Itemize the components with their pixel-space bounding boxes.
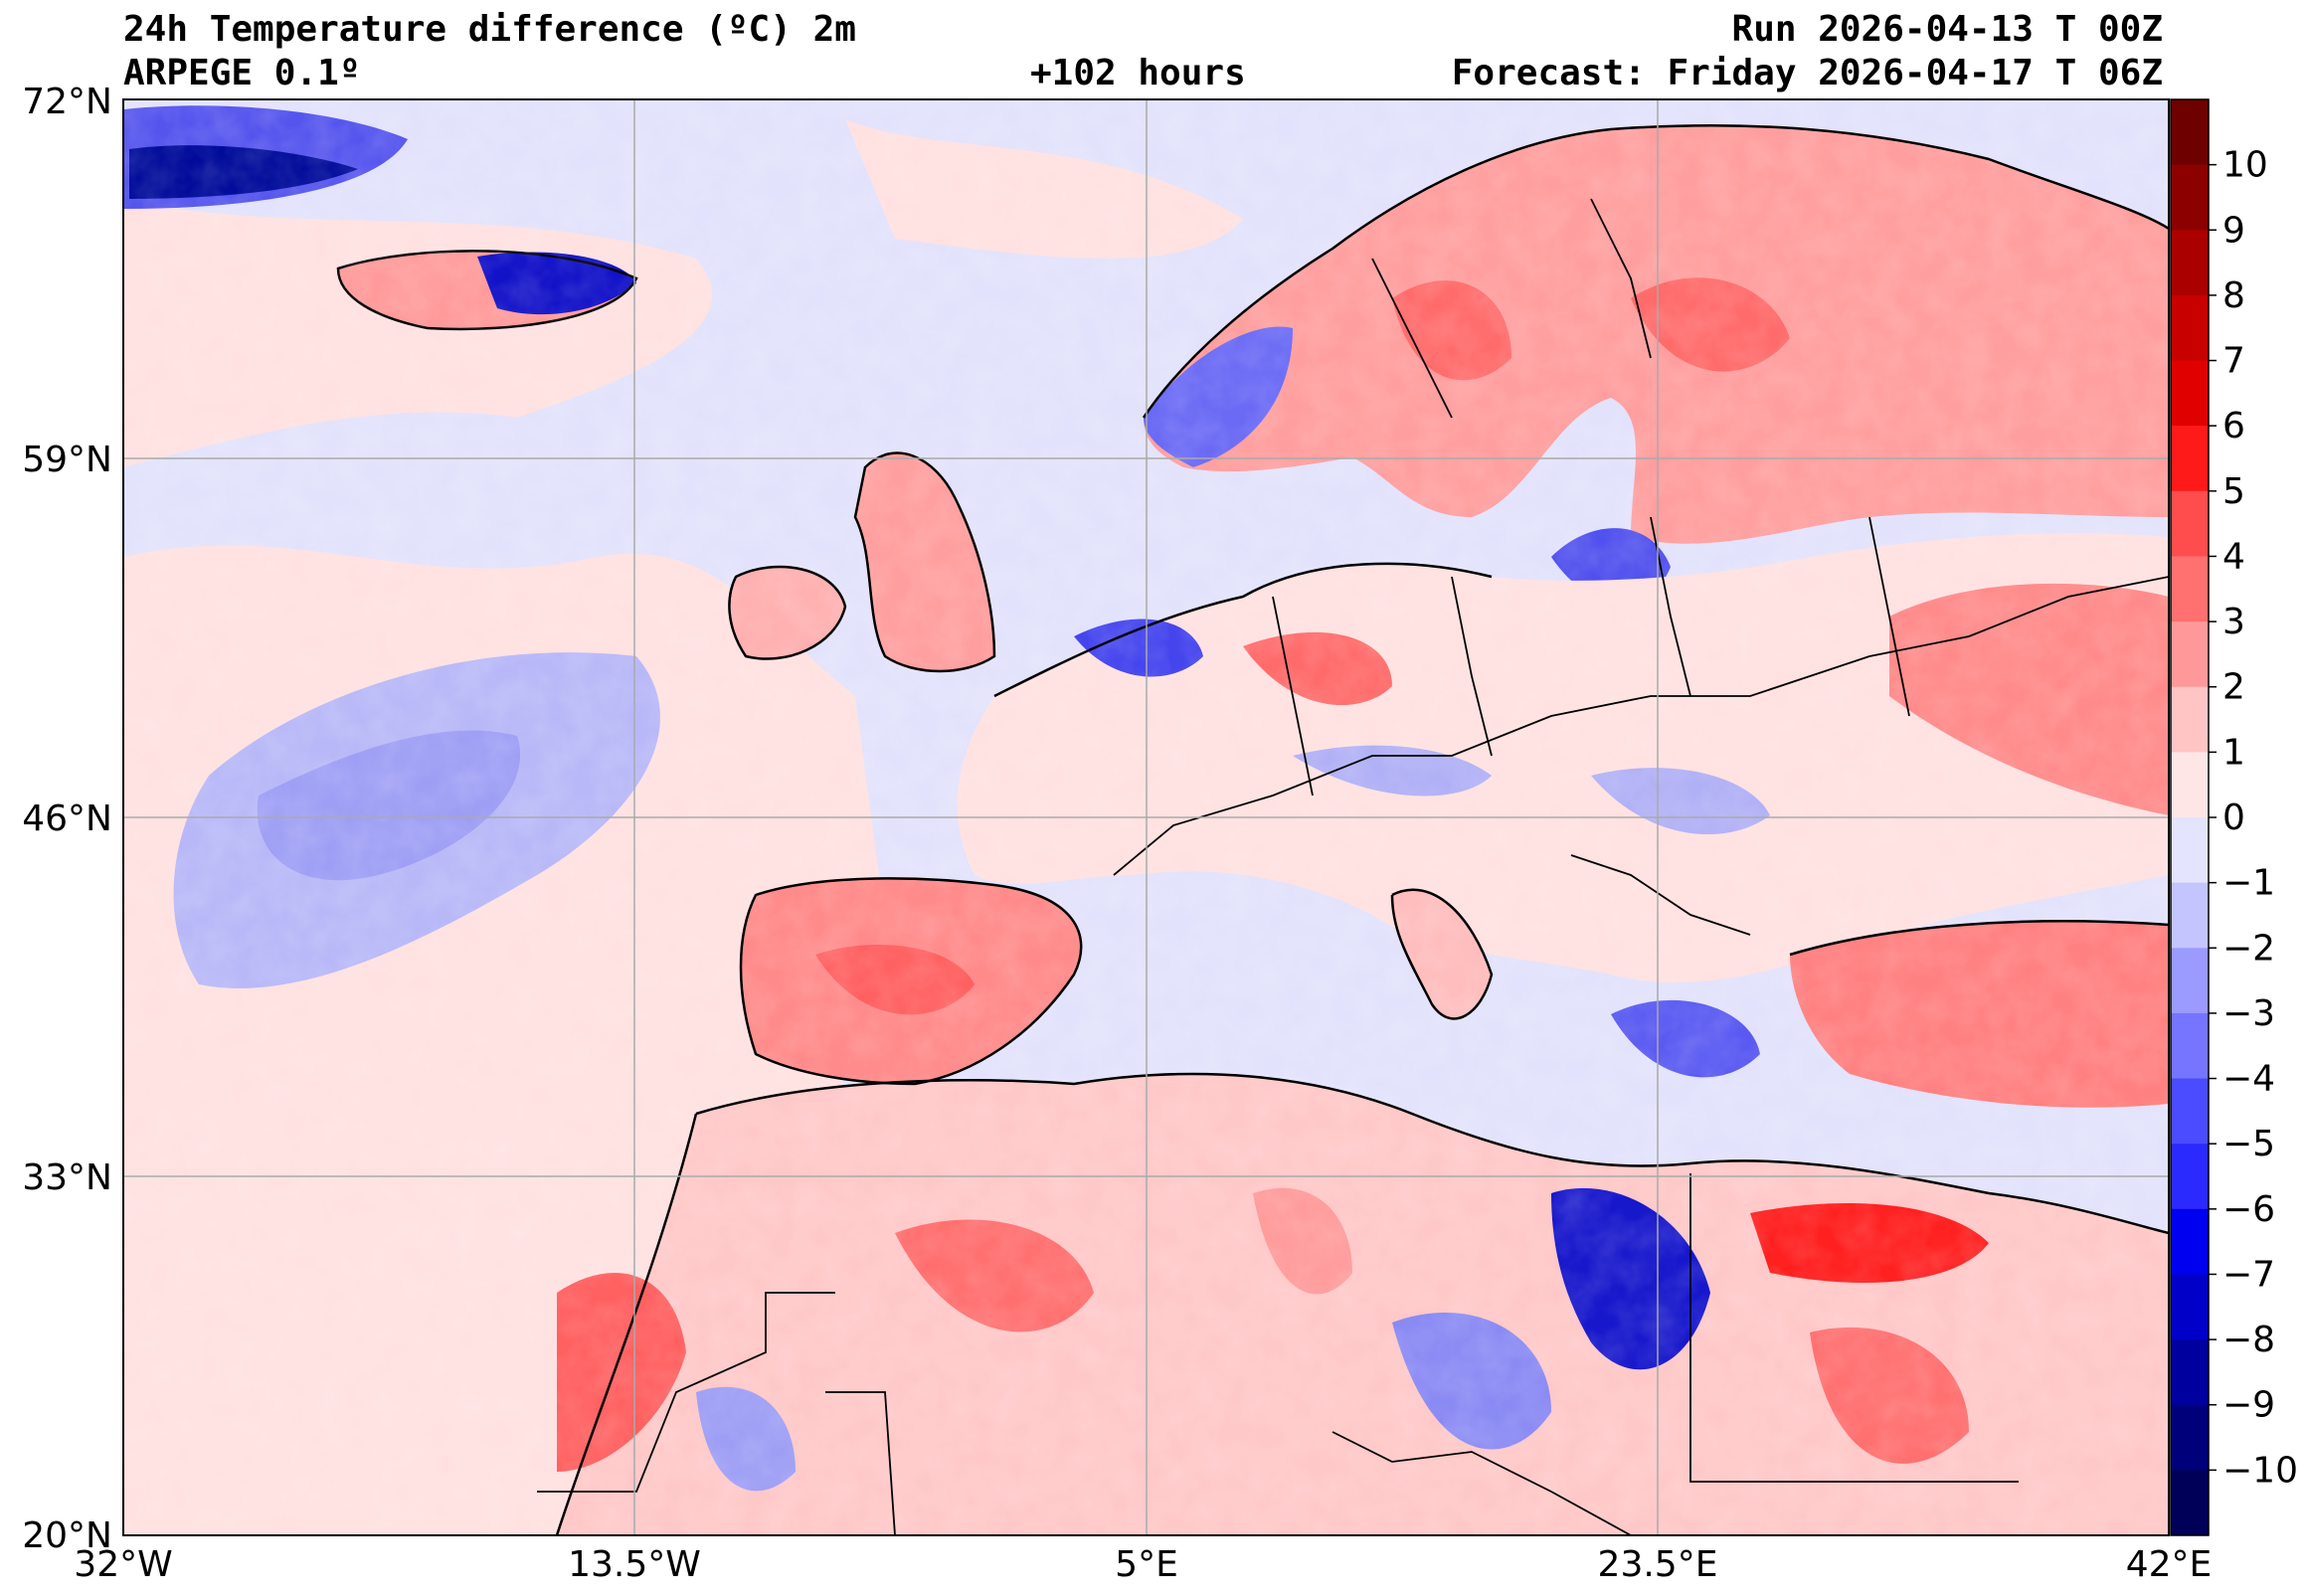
colorbar-segment xyxy=(2171,426,2209,492)
colorbar-segment xyxy=(2171,1274,2209,1340)
colorbar-segment xyxy=(2171,1012,2209,1080)
lat-label-20n: 20°N xyxy=(22,1515,112,1556)
colorbar-tick-label: 8 xyxy=(2222,275,2245,316)
border-mauritania-mali xyxy=(825,1391,896,1535)
colorbar-tick-label: 1 xyxy=(2222,732,2245,773)
colorbar-segment xyxy=(2171,621,2209,688)
border-western-sahara xyxy=(537,1292,835,1493)
colorbar-segment xyxy=(2171,1078,2209,1145)
colorbar-segment xyxy=(2171,882,2209,949)
colorbar-tick-label: 9 xyxy=(2222,210,2245,251)
run-time: Run 2026-04-13 T 00Z xyxy=(1731,9,2163,50)
map-frame xyxy=(122,98,2170,1536)
lead-time: +102 hours xyxy=(1030,53,1246,93)
colorbar-segment xyxy=(2171,1339,2209,1406)
lon-label-42e: 42°E xyxy=(2126,1544,2213,1585)
lat-label-59n: 59°N xyxy=(22,440,112,480)
lon-label-32w: 32°W xyxy=(74,1544,172,1585)
border-central-europe xyxy=(1113,576,2169,876)
colorbar-tick-label: 2 xyxy=(2222,667,2245,708)
borders xyxy=(537,198,2169,1535)
colorbar-tick-label: −6 xyxy=(2222,1189,2275,1230)
lon-label-23-5e: 23.5°E xyxy=(1598,1544,1718,1585)
colorbar-segment xyxy=(2171,948,2209,1014)
colorbar-tick-label: 5 xyxy=(2222,471,2245,512)
longitude-labels: 32°W 13.5°W 5°E 23.5°E 42°E xyxy=(74,1544,2212,1585)
colorbar-tick-label: −10 xyxy=(2222,1450,2298,1491)
colorbar-segment xyxy=(2171,164,2209,231)
map-area xyxy=(123,99,2169,1535)
britain-coast xyxy=(853,451,996,673)
border-sweden-finland xyxy=(1590,198,1652,359)
border-balkans xyxy=(1570,854,1751,936)
colorbar-tick-label: −7 xyxy=(2222,1254,2275,1295)
colorbar-tick-label: −2 xyxy=(2222,928,2275,969)
colorbar-tick-label: 6 xyxy=(2222,406,2245,446)
colorbar-segment xyxy=(2171,556,2209,622)
colorbar-segment xyxy=(2171,752,2209,818)
colorbar-segment xyxy=(2171,686,2209,753)
border-france-germany xyxy=(1272,596,1314,797)
lat-label-33n: 33°N xyxy=(22,1157,112,1198)
coastlines xyxy=(555,124,2169,1535)
italy-coast xyxy=(1390,888,1494,1020)
ireland-coast xyxy=(728,565,847,660)
black-sea-coast xyxy=(1789,920,2169,957)
colorbar-segment xyxy=(2171,230,2209,296)
map-title: 24h Temperature difference (ºC) 2m xyxy=(123,9,856,50)
iberia-coast xyxy=(739,877,1083,1086)
border-libya-egypt-sudan xyxy=(1689,1173,2019,1483)
colorbar-tick-label: −8 xyxy=(2222,1320,2275,1360)
colorbar-tick-label: −4 xyxy=(2222,1059,2275,1100)
lon-label-5e: 5°E xyxy=(1115,1544,1178,1585)
colorbar-segment xyxy=(2171,1470,2209,1536)
colorbar-tick-label: 3 xyxy=(2222,602,2245,642)
scandinavia-coast xyxy=(1142,124,2169,419)
colorbar-segment xyxy=(2171,1208,2209,1275)
lon-label-13-5w: 13.5°W xyxy=(568,1544,701,1585)
colorbar-segment xyxy=(2171,360,2209,427)
lat-label-72n: 72°N xyxy=(22,82,112,122)
colorbar-tick-label: −3 xyxy=(2222,993,2275,1034)
colorbar-segment xyxy=(2171,490,2209,557)
colorbar-tick-label: 7 xyxy=(2222,341,2245,382)
north-sea-coast xyxy=(993,562,1493,698)
north-africa-coast xyxy=(695,1072,2169,1235)
border-germany-poland xyxy=(1451,576,1493,757)
border-algeria-niger xyxy=(1331,1431,1632,1535)
border-russia-west xyxy=(1868,516,1910,717)
colorbar-tick-label: 0 xyxy=(2222,798,2245,838)
colorbar-tick-label: −1 xyxy=(2222,863,2275,904)
model-name: ARPEGE 0.1º xyxy=(123,53,361,93)
colorbar-segment xyxy=(2171,1144,2209,1210)
colorbar-segment xyxy=(2171,1404,2209,1471)
west-africa-coast xyxy=(555,1113,698,1535)
colorbar-tick-label: −5 xyxy=(2222,1124,2275,1164)
colorbar-segment xyxy=(2171,294,2209,362)
graticule xyxy=(123,99,2169,1535)
lat-label-46n: 46°N xyxy=(22,798,112,839)
latitude-labels: 72°N 59°N 46°N 33°N 20°N xyxy=(22,82,112,1556)
colorbar-tick-label: −9 xyxy=(2222,1385,2275,1426)
colorbar-tick-label: 4 xyxy=(2222,536,2245,577)
border-norway-sweden xyxy=(1371,258,1453,419)
colorbar-segment xyxy=(2171,817,2209,884)
forecast-time: Forecast: Friday 2026-04-17 T 06Z xyxy=(1451,53,2163,93)
colorbar-segment xyxy=(2171,99,2209,166)
colorbar-tick-label: 10 xyxy=(2222,145,2268,186)
